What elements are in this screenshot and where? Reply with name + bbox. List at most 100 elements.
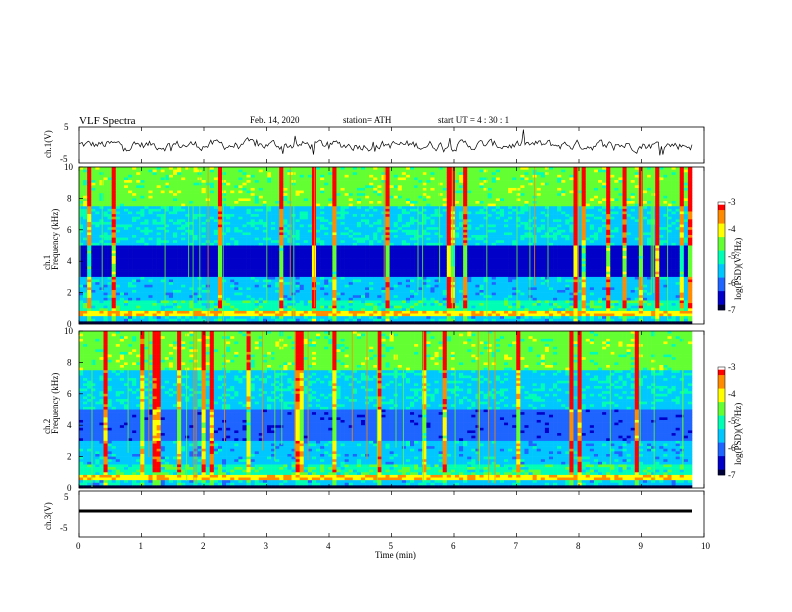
spectrogram-cell <box>213 245 219 249</box>
spectrogram-cell <box>316 303 321 306</box>
spectrogram-cell <box>266 242 272 246</box>
spectrogram-cell <box>356 310 362 314</box>
spectrogram-cell <box>111 250 117 254</box>
spectrogram-cell <box>287 300 292 304</box>
spectrogram-cell <box>348 242 354 246</box>
spectrogram-cell <box>144 174 149 178</box>
spectrogram-cell <box>107 297 112 301</box>
spectrogram-cell <box>271 316 276 320</box>
spectrogram-cell <box>381 242 386 246</box>
spectrogram-cell <box>99 266 104 270</box>
spectrogram-cell <box>365 274 370 278</box>
spectrogram-cell <box>181 282 186 286</box>
spectrogram-cell <box>226 190 231 194</box>
spectrogram-cell <box>181 187 186 191</box>
spectrogram-cell <box>352 258 358 262</box>
spectrogram-cell <box>152 266 157 270</box>
spectrogram-cell <box>107 250 112 254</box>
spectrogram-cell <box>401 182 407 186</box>
spectrogram-cell <box>95 224 100 228</box>
spectrogram-cell <box>111 235 117 238</box>
spectrogram-cell <box>356 232 362 236</box>
spectrogram-cell <box>234 255 239 259</box>
spectrogram-cell <box>87 282 92 286</box>
spectrogram-cell <box>393 242 399 246</box>
spectrogram-cell <box>185 305 190 309</box>
spectrogram-cell <box>226 266 231 270</box>
spectrogram-cell <box>344 240 350 244</box>
spectrogram-cell <box>222 289 227 293</box>
spectrogram-cell <box>181 303 186 306</box>
spectrogram-cell <box>262 216 268 220</box>
spectrogram-cell <box>316 169 321 173</box>
spectrogram-cell <box>250 274 256 278</box>
spectrogram-cell <box>299 237 305 241</box>
spectrogram-cell <box>299 261 305 265</box>
spectrogram-cell <box>324 274 329 278</box>
spectrogram-cell <box>230 237 235 241</box>
spectrogram-cell <box>119 172 125 176</box>
spectrogram-cell <box>393 248 399 252</box>
spectrogram-cell <box>189 169 194 173</box>
spectrogram-cell <box>172 316 178 320</box>
spectrogram-cell <box>356 282 362 286</box>
spectrogram-cell <box>172 245 178 249</box>
spectrogram-cell <box>393 300 399 304</box>
spectrogram-cell <box>168 219 174 223</box>
spectrogram-cell <box>377 182 382 186</box>
spectrogram-cell <box>369 318 374 322</box>
spectrogram-cell <box>230 269 235 272</box>
spectrogram-cell <box>83 263 88 267</box>
spectrogram-cell <box>283 287 288 291</box>
spectrogram-cell <box>369 250 374 254</box>
spectrogram-cell <box>352 248 358 252</box>
spectrogram-cell <box>262 219 268 223</box>
spectrogram-cell <box>365 253 370 257</box>
spectrogram-cell <box>328 203 333 207</box>
spectrogram-cell <box>181 195 186 199</box>
spectrogram-cell <box>279 282 284 286</box>
spectrogram-cell <box>381 266 386 270</box>
spectrogram-cell <box>287 287 292 291</box>
spectrogram-cell <box>217 237 223 241</box>
spectrogram-cell <box>83 287 88 291</box>
spectrogram-cell <box>360 206 366 210</box>
spectrogram-cell <box>79 206 84 210</box>
spectrogram-cell <box>168 203 174 207</box>
spectrogram-cell <box>242 316 247 320</box>
spectrogram-cell <box>385 232 390 236</box>
spectrogram-cell <box>266 274 272 278</box>
spectrogram-cell <box>405 316 411 320</box>
spectrogram-cell <box>393 308 399 312</box>
spectrogram-cell <box>99 214 104 218</box>
spectrogram-cell <box>136 172 141 176</box>
spectrogram-cell <box>164 182 170 186</box>
spectrogram-cell <box>164 266 170 270</box>
spectrogram-cell <box>258 282 264 286</box>
spectrogram-cell <box>172 201 178 204</box>
spectrogram-cell <box>266 316 272 320</box>
spectrogram-cell <box>119 224 125 228</box>
spectrogram-cell <box>303 310 309 314</box>
spectrogram-cell <box>99 190 104 194</box>
spectrogram-cell <box>217 187 223 191</box>
spectrogram-cell <box>168 245 174 249</box>
spectrogram-cell <box>303 174 309 178</box>
spectrogram-cell <box>209 203 215 207</box>
spectrogram-cell <box>156 169 162 173</box>
spectrogram-cell <box>405 214 411 218</box>
spectrogram-cell <box>316 253 321 257</box>
spectrogram-cell <box>95 266 100 270</box>
spectrogram-cell <box>99 279 104 283</box>
spectrogram-cell <box>177 297 182 301</box>
ch1-ytick-top: 5 <box>64 122 69 132</box>
spectrogram-cell <box>340 250 345 254</box>
spectrogram-cell <box>283 316 288 320</box>
spectrogram-cell <box>119 206 125 210</box>
spectrogram-cell <box>160 255 166 259</box>
spectrogram-cell <box>226 227 231 231</box>
spectrogram-cell <box>336 190 341 194</box>
spectrogram-cell <box>401 216 407 220</box>
spectrogram-cell <box>401 242 407 246</box>
spectrogram-cell <box>405 227 411 231</box>
